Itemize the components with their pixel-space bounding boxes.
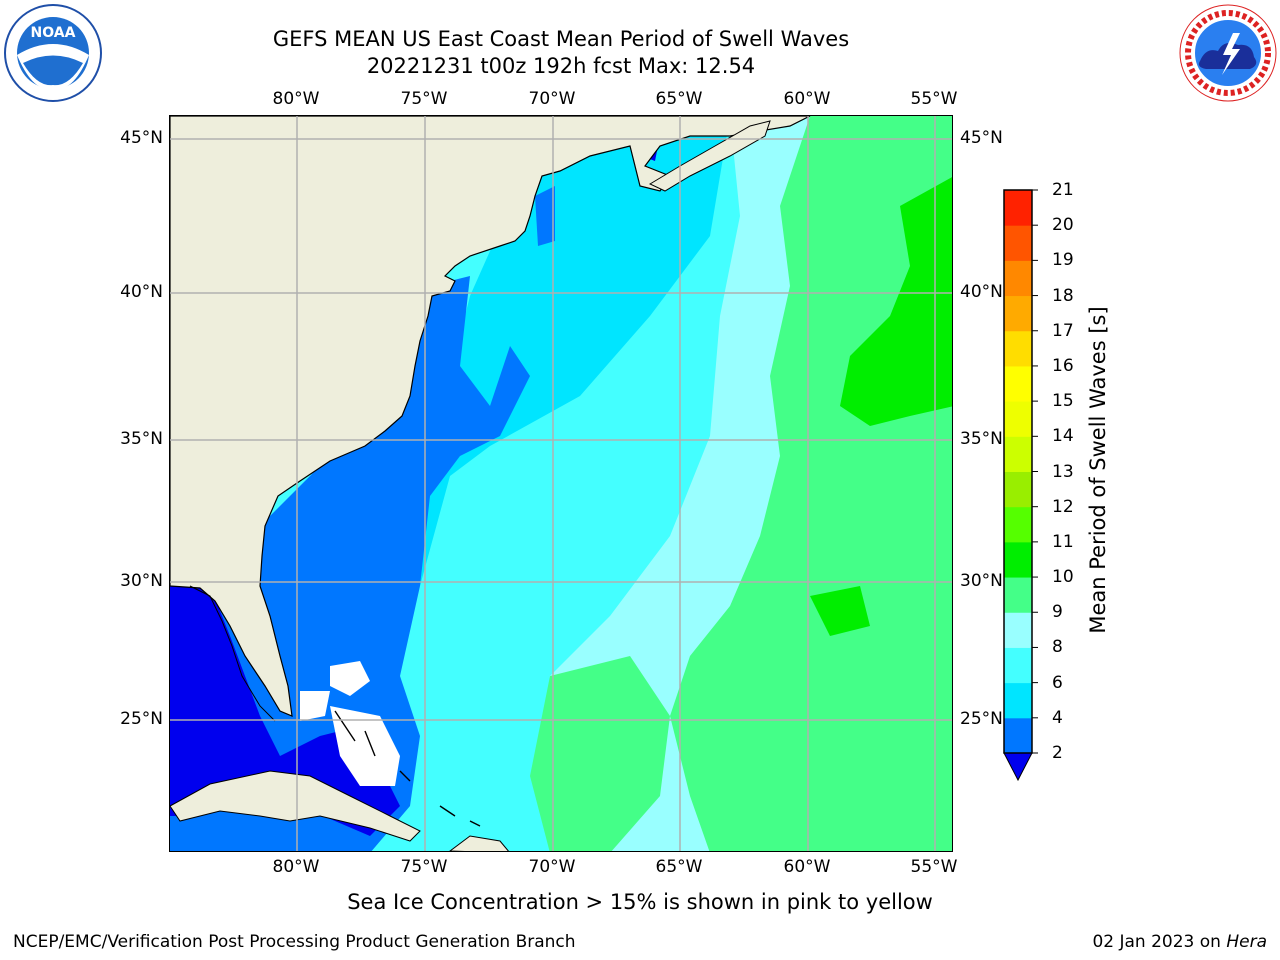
period-region-4 [170,276,530,851]
colorbar-swatch [1004,330,1032,367]
colorbar-label: 8 [1052,637,1063,658]
period-region-9 [530,656,670,851]
lat-tick-left: 25°N [120,709,163,729]
colorbar-label: 6 [1052,672,1063,693]
chart-title: GEFS MEAN US East Coast Mean Period of S… [272,27,850,51]
colorbar-swatch [1004,717,1032,754]
period-region-2 [170,586,400,836]
lat-tick-right: 30°N [960,571,1003,591]
noaa-logo-text: NOAA [31,25,76,41]
credit-organization: NCEP/EMC/Verification Post Processing Pr… [13,932,576,952]
colorbar-swatch [1004,401,1032,437]
colorbar-label: 17 [1052,320,1074,341]
lat-tick-left: 45°N [120,128,163,148]
footnote: Sea Ice Concentration > 15% is shown in … [347,890,933,914]
lon-tick-top: 80°W [272,89,320,109]
lon-tick-top: 60°W [783,89,831,109]
colorbar-title: Mean Period of Swell Waves [s] [1086,306,1110,634]
colorbar-swatch [1004,365,1032,402]
period-region-10 [810,586,870,636]
land-hispaniola [449,835,509,851]
period-region-9 [670,116,952,851]
lat-tick-right: 25°N [960,709,1003,729]
map-panel[interactable] [169,115,953,852]
lon-tick-bottom: 75°W [400,857,448,877]
period-region-4 [535,186,555,246]
colorbar-label: 12 [1052,496,1074,517]
lat-tick-left: 40°N [120,282,163,302]
lat-tick-right: 45°N [960,128,1003,148]
colorbar-swatch [1004,506,1032,543]
colorbar-label: 4 [1052,707,1063,728]
lon-tick-top: 70°W [528,89,576,109]
lon-tick-top: 55°W [910,89,958,109]
lat-tick-right: 35°N [960,429,1003,449]
lon-tick-bottom: 80°W [272,857,320,877]
colorbar-swatch [1004,471,1032,508]
colorbar-label: 2 [1052,743,1063,763]
lon-tick-bottom: 70°W [528,857,576,877]
colorbar-swatch [1004,260,1032,297]
colorbar-label: 19 [1052,250,1074,271]
colorbar-label: 21 [1052,180,1074,200]
lon-tick-bottom: 60°W [783,857,831,877]
lon-tick-top: 65°W [655,89,703,109]
colorbar-label: 13 [1052,461,1074,482]
colorbar-swatch [1004,612,1032,648]
credit-date: 02 Jan 2023 on Hera [1092,932,1267,952]
land-bahamas [334,710,481,827]
colorbar-label: 16 [1052,355,1074,376]
colorbar [1003,189,1038,782]
lat-tick-left: 30°N [120,571,163,591]
colorbar-label: 9 [1052,602,1063,623]
credit-host: Hera [1226,932,1267,952]
colorbar-swatch [1004,682,1032,719]
colorbar-swatch [1004,225,1032,261]
colorbar-label: 11 [1052,531,1074,552]
period-region-10 [840,177,952,426]
land-cuba [170,770,421,842]
colorbar-label: 10 [1052,567,1074,588]
colorbar-label: 15 [1052,391,1074,412]
colorbar-swatch [1004,436,1032,472]
nws-logo [1179,4,1277,102]
lat-tick-right: 40°N [960,282,1003,302]
lon-tick-top: 75°W [400,89,448,109]
period-region-6 [370,116,730,596]
land-north-america [170,116,811,717]
no-data-area [330,706,400,786]
lat-tick-left: 35°N [120,429,163,449]
lon-tick-bottom: 65°W [655,857,703,877]
no-data-area [300,691,330,721]
colorbar-label: 18 [1052,285,1074,306]
colorbar-swatch [1004,577,1032,613]
noaa-logo: NOAA [4,4,102,102]
no-data-area [330,661,370,696]
colorbar-label: 14 [1052,426,1074,447]
colorbar-swatch [1004,190,1032,226]
chart-subtitle: 20221231 t00z 192h fcst Max: 12.54 [366,54,756,78]
colorbar-label: 20 [1052,215,1074,236]
colorbar-swatch [1004,295,1032,332]
credit-date-text: 02 Jan 2023 on [1092,932,1221,952]
colorbar-under-arrow [1003,752,1033,782]
coastline-detail [189,585,276,722]
colorbar-swatch [1004,541,1032,578]
lon-tick-bottom: 55°W [910,857,958,877]
colorbar-swatch [1004,647,1032,684]
